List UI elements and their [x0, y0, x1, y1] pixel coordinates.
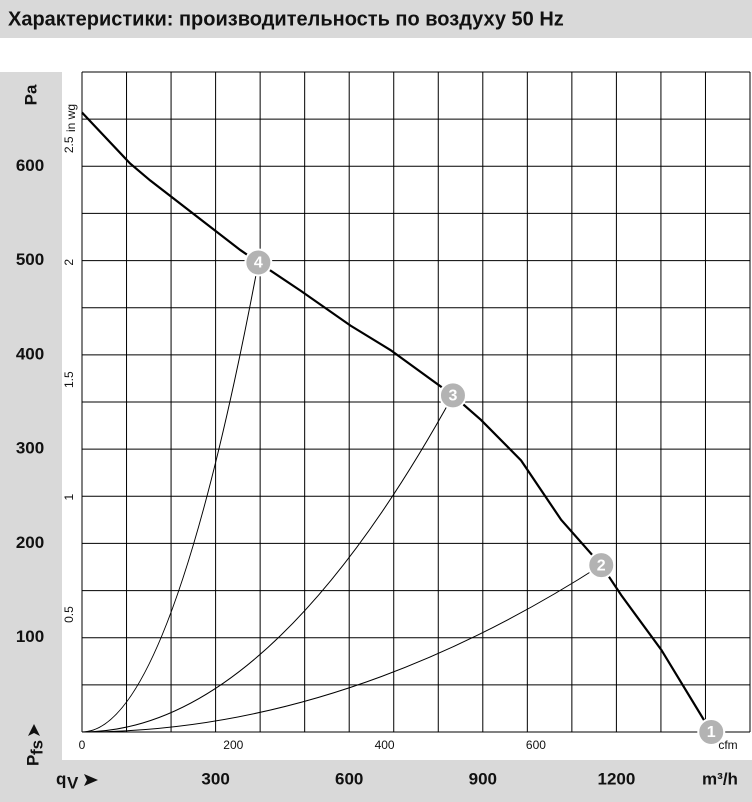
left-band — [0, 72, 62, 802]
x-symbol-main: q — [56, 769, 66, 788]
fan-curve — [81, 111, 713, 733]
y-tick-label: 100 — [16, 627, 44, 646]
x-symbol-sub: V — [67, 773, 79, 792]
y2-axis-label: in wg — [64, 104, 78, 132]
y-tick-label: 200 — [16, 533, 44, 552]
x2-axis-label: cfm — [718, 738, 737, 752]
arrow — [84, 774, 98, 786]
chart-title: Характеристики: производительность по во… — [8, 8, 564, 30]
operating-point — [587, 551, 616, 580]
y-tick-label: 600 — [16, 156, 44, 175]
operating-point-label: 3 — [449, 388, 458, 405]
bottom-band — [0, 760, 752, 802]
x2-tick-label: 400 — [375, 738, 395, 752]
operating-point — [244, 248, 273, 277]
y2-tick-label: 2.5 — [62, 136, 76, 153]
y2-tick-label: 1 — [62, 493, 76, 500]
operating-point — [697, 718, 726, 746]
y2-tick-label: 2 — [62, 259, 76, 266]
system-curve — [81, 564, 602, 733]
y-symbol: P fs — [23, 724, 46, 766]
y2-tick-label: 1.5 — [62, 371, 76, 388]
y-axis-label: Pa — [21, 84, 40, 105]
x-tick-label: 1200 — [597, 769, 635, 788]
x-axis-label: m³/h — [702, 769, 738, 788]
system-curve — [81, 395, 454, 733]
x-tick-label: 600 — [335, 769, 363, 788]
arrow — [28, 724, 40, 736]
operating-point-label: 1 — [707, 724, 716, 741]
y2-tick-label: 0.5 — [62, 606, 76, 623]
x2-tick-label: 200 — [223, 738, 243, 752]
y-symbol-main: P — [23, 755, 42, 766]
title-band — [0, 0, 752, 38]
x2-tick-label: 0 — [79, 738, 86, 752]
system-curve — [81, 262, 259, 733]
y-tick-label: 500 — [16, 250, 44, 269]
y-tick-label: 400 — [16, 344, 44, 363]
operating-point-label: 4 — [254, 255, 263, 272]
x-tick-label: 300 — [201, 769, 229, 788]
y-tick-label: 300 — [16, 439, 44, 458]
operating-point-label: 2 — [597, 557, 606, 574]
x2-tick-label: 600 — [526, 738, 546, 752]
x-tick-label: 900 — [469, 769, 497, 788]
operating-point — [438, 381, 467, 410]
x-symbol: q V — [56, 769, 98, 792]
y-symbol-sub: fs — [27, 740, 46, 755]
